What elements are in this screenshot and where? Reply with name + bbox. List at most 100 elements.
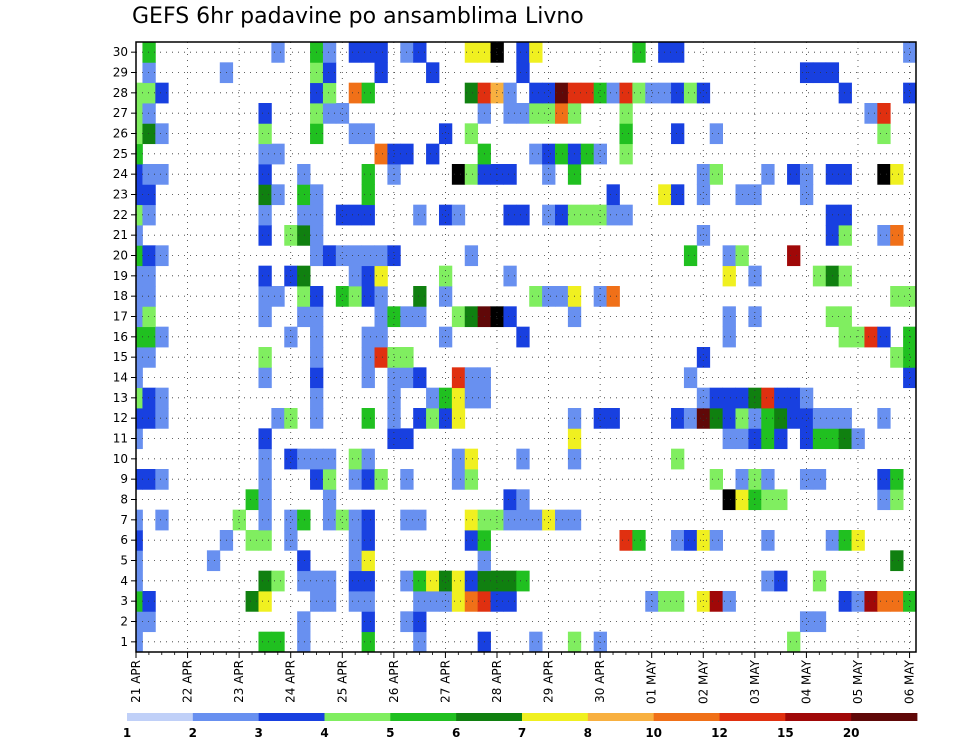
heatmap-cell — [142, 42, 156, 63]
heatmap-cell — [606, 184, 620, 206]
heatmap-cell — [464, 509, 479, 531]
heatmap-cell — [787, 164, 801, 185]
heatmap-cell — [503, 591, 517, 612]
heatmap-cell — [426, 408, 440, 429]
heatmap-cell — [877, 103, 891, 124]
x-tick-label: 29 APR — [542, 660, 556, 703]
heatmap-cell — [155, 469, 169, 490]
heatmap-cell — [877, 469, 891, 490]
heatmap-cell — [748, 387, 762, 409]
heatmap-cell — [812, 265, 827, 287]
heatmap-cell — [258, 489, 272, 511]
heatmap-cell — [438, 408, 453, 429]
x-tick-label: 28 APR — [490, 660, 504, 703]
heatmap-cell — [709, 530, 724, 551]
heatmap-cell — [361, 82, 375, 104]
heatmap-cell — [490, 42, 504, 63]
heatmap-cell — [799, 611, 814, 633]
heatmap-cell — [529, 42, 543, 63]
heatmap-cell — [838, 265, 852, 287]
heatmap-cell — [516, 62, 530, 84]
heatmap-cell — [890, 286, 904, 307]
x-tick-label: 25 APR — [335, 660, 349, 703]
heatmap-cell — [864, 326, 878, 348]
heatmap-cell — [812, 611, 827, 633]
heatmap-cell — [322, 42, 337, 63]
heatmap-cell — [142, 306, 156, 328]
heatmap-cell — [812, 408, 827, 429]
heatmap-cell — [136, 225, 143, 246]
heatmap-cell — [258, 591, 272, 612]
heatmap-cell — [503, 489, 517, 511]
heatmap-cell — [748, 184, 762, 206]
heatmap-cell — [136, 204, 143, 226]
heatmap-cell — [761, 164, 775, 185]
heatmap-cell — [722, 489, 736, 511]
heatmap-cell — [774, 489, 788, 511]
heatmap-cell — [838, 164, 852, 185]
colorbar-swatch — [127, 713, 194, 721]
y-tick-label: 18 — [113, 289, 128, 303]
heatmap-cell — [155, 387, 169, 409]
heatmap-cell — [142, 204, 156, 226]
heatmap-cell — [490, 509, 504, 531]
heatmap-cell — [284, 408, 298, 429]
colorbar-label: 6 — [452, 726, 460, 740]
heatmap-cell — [503, 164, 517, 185]
heatmap-cell — [438, 286, 453, 307]
heatmap-cell — [580, 143, 595, 165]
heatmap-cell — [374, 62, 388, 84]
y-tick-label: 26 — [113, 127, 128, 141]
heatmap-cell — [348, 469, 363, 490]
heatmap-cell — [335, 103, 350, 124]
heatmap-cell — [413, 367, 427, 389]
heatmap-cell — [136, 245, 143, 267]
heatmap-cell — [413, 509, 427, 531]
heatmap-cell — [464, 82, 479, 104]
heatmap-cell — [851, 326, 865, 348]
heatmap-cell — [258, 530, 272, 551]
x-tick-label: 05 MAY — [851, 659, 865, 704]
heatmap-cell — [426, 143, 440, 165]
heatmap-cell — [155, 245, 169, 267]
heatmap-cell — [413, 611, 427, 633]
heatmap-cell — [877, 164, 891, 185]
heatmap-cell — [722, 591, 736, 612]
heatmap-cell — [438, 326, 453, 348]
x-tick-label: 22 APR — [181, 660, 195, 703]
heatmap-cell — [529, 82, 543, 104]
heatmap-cell — [136, 611, 143, 633]
heatmap-cell — [335, 509, 350, 531]
heatmap-cell — [748, 306, 762, 328]
heatmap-cell — [787, 408, 801, 429]
heatmap-cell — [361, 123, 375, 145]
heatmap-cell — [297, 611, 311, 633]
heatmap-cell — [142, 469, 156, 490]
heatmap-cell — [374, 286, 388, 307]
heatmap-cell — [838, 530, 852, 551]
heatmap-cell — [696, 408, 711, 429]
colorbar-label: 5 — [386, 726, 394, 740]
heatmap-cell — [619, 103, 633, 124]
heatmap-cell — [890, 591, 904, 612]
heatmap-cell — [361, 448, 375, 470]
heatmap-cell — [322, 103, 337, 124]
colorbar: 1 2 3 4 5 6 7 8 10 12 15 20 — [123, 713, 918, 740]
heatmap-cell — [890, 550, 904, 572]
heatmap-cell — [748, 469, 762, 490]
heatmap-cell — [258, 428, 272, 450]
heatmap-cell — [606, 408, 620, 429]
heatmap-cell — [142, 103, 156, 124]
heatmap-cell — [877, 408, 891, 429]
heatmap-cell — [451, 408, 466, 429]
colorbar-swatch — [522, 713, 589, 721]
heatmap-cell — [903, 591, 917, 612]
heatmap-cell — [516, 448, 530, 470]
heatmap-cell — [271, 286, 285, 307]
heatmap-cell — [709, 164, 724, 185]
colorbar-label: 7 — [518, 726, 526, 740]
heatmap-cell — [606, 204, 620, 226]
heatmap-cell — [361, 184, 375, 206]
heatmap-cell — [812, 469, 827, 490]
heatmap-cell — [142, 347, 156, 368]
